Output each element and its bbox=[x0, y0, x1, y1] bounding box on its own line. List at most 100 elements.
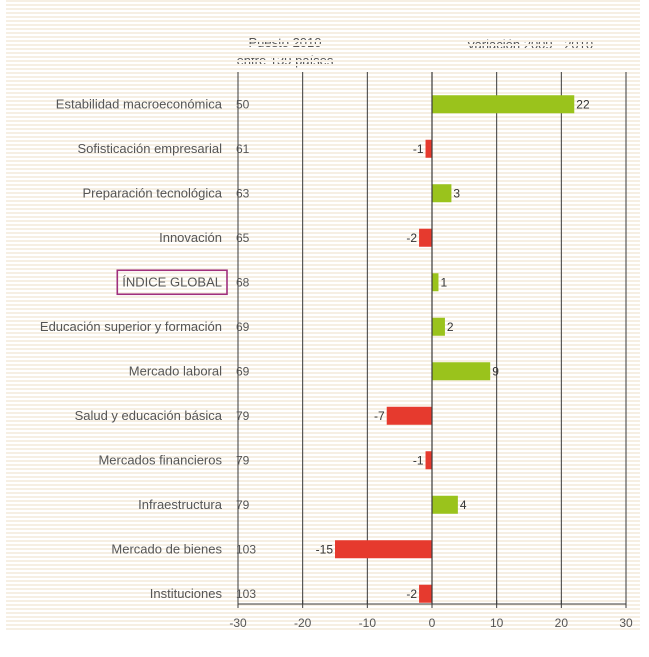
rank-label: 63 bbox=[236, 186, 250, 200]
background-stripe bbox=[6, 180, 640, 182]
background-stripe bbox=[6, 592, 640, 594]
bar bbox=[432, 273, 439, 292]
background-stripe bbox=[6, 436, 640, 438]
background-stripe bbox=[6, 524, 640, 526]
background-stripe bbox=[6, 572, 640, 574]
background-stripe bbox=[6, 136, 640, 138]
background-stripe bbox=[6, 140, 640, 142]
background-stripe bbox=[6, 368, 640, 370]
background-stripe bbox=[6, 0, 640, 2]
background-stripe bbox=[6, 124, 640, 126]
background-stripe bbox=[6, 536, 640, 538]
rank-label: 69 bbox=[236, 364, 250, 378]
background-stripe bbox=[6, 488, 640, 490]
background-stripe bbox=[6, 108, 640, 110]
background-stripe bbox=[6, 236, 640, 238]
background-stripe bbox=[6, 396, 640, 398]
x-tick-label: -30 bbox=[229, 616, 247, 630]
highlight-box bbox=[116, 269, 228, 296]
background-stripe bbox=[6, 616, 640, 618]
category-label: Salud y educación básica bbox=[75, 408, 223, 423]
background-stripe bbox=[6, 52, 640, 54]
background-stripe bbox=[6, 568, 640, 570]
background-stripe bbox=[6, 584, 640, 586]
bar bbox=[432, 95, 575, 114]
background-stripe bbox=[6, 432, 640, 434]
bar bbox=[432, 184, 452, 203]
background-stripe bbox=[6, 232, 640, 234]
background-stripe bbox=[6, 324, 640, 326]
background-stripe bbox=[6, 280, 640, 282]
bar bbox=[419, 228, 432, 247]
background-stripe bbox=[6, 444, 640, 446]
background-stripe bbox=[6, 88, 640, 90]
background-stripe bbox=[6, 508, 640, 510]
background-stripe bbox=[6, 624, 640, 626]
value-label: -2 bbox=[406, 587, 417, 601]
background-stripe bbox=[6, 448, 640, 450]
background-stripe bbox=[6, 172, 640, 174]
background-stripe bbox=[6, 64, 640, 66]
bar bbox=[432, 362, 491, 381]
x-tick-label: 30 bbox=[619, 616, 633, 630]
background-stripe bbox=[6, 460, 640, 462]
background-stripe bbox=[6, 40, 640, 42]
background-stripe bbox=[6, 512, 640, 514]
value-label: 2 bbox=[447, 320, 454, 334]
background-stripe bbox=[6, 252, 640, 254]
background-stripe bbox=[6, 44, 640, 46]
background-stripe bbox=[6, 112, 640, 114]
background-stripe bbox=[6, 120, 640, 122]
background-stripe bbox=[6, 292, 640, 294]
background-stripe bbox=[6, 468, 640, 470]
background-stripe bbox=[6, 164, 640, 166]
category-label: Educación superior y formación bbox=[40, 319, 222, 334]
background-stripe bbox=[6, 620, 640, 622]
background-stripe bbox=[6, 400, 640, 402]
background-stripe bbox=[6, 20, 640, 22]
background-stripe bbox=[6, 540, 640, 542]
x-tick-label: -10 bbox=[359, 616, 377, 630]
background-stripe bbox=[6, 160, 640, 162]
background-stripe bbox=[6, 128, 640, 130]
background-stripe bbox=[6, 440, 640, 442]
background-stripe bbox=[6, 8, 640, 10]
category-label: Estabilidad macroeconómica bbox=[56, 96, 223, 111]
background-stripe bbox=[6, 168, 640, 170]
x-tick-label: 10 bbox=[490, 616, 504, 630]
background-stripe bbox=[6, 184, 640, 186]
background-stripe bbox=[6, 384, 640, 386]
background-stripe bbox=[6, 216, 640, 218]
category-label: Infraestructura bbox=[138, 497, 223, 512]
background-stripe bbox=[6, 528, 640, 530]
value-label: -1 bbox=[413, 453, 424, 467]
background-stripe bbox=[6, 24, 640, 26]
background-stripe bbox=[6, 68, 640, 70]
background-stripe bbox=[6, 316, 640, 318]
background-stripe bbox=[6, 456, 640, 458]
background-stripe bbox=[6, 520, 640, 522]
background-stripe bbox=[6, 416, 640, 418]
rank-label: 79 bbox=[236, 453, 250, 467]
rank-label: 68 bbox=[236, 275, 250, 289]
background-stripe bbox=[6, 244, 640, 246]
bar bbox=[419, 584, 432, 603]
background-stripe bbox=[6, 548, 640, 550]
background-stripe bbox=[6, 556, 640, 558]
background-stripe bbox=[6, 340, 640, 342]
category-label: Mercado laboral bbox=[129, 363, 222, 378]
background-stripe bbox=[6, 260, 640, 262]
background-stripe bbox=[6, 116, 640, 118]
rank-label: 50 bbox=[236, 97, 250, 111]
background-stripe bbox=[6, 356, 640, 358]
background-stripe bbox=[6, 276, 640, 278]
background-stripe bbox=[6, 104, 640, 106]
background-stripe bbox=[6, 220, 640, 222]
background-stripe bbox=[6, 132, 640, 134]
bar bbox=[425, 451, 432, 470]
background-stripe bbox=[6, 472, 640, 474]
background-stripe bbox=[6, 248, 640, 250]
rank-label: 79 bbox=[236, 498, 250, 512]
